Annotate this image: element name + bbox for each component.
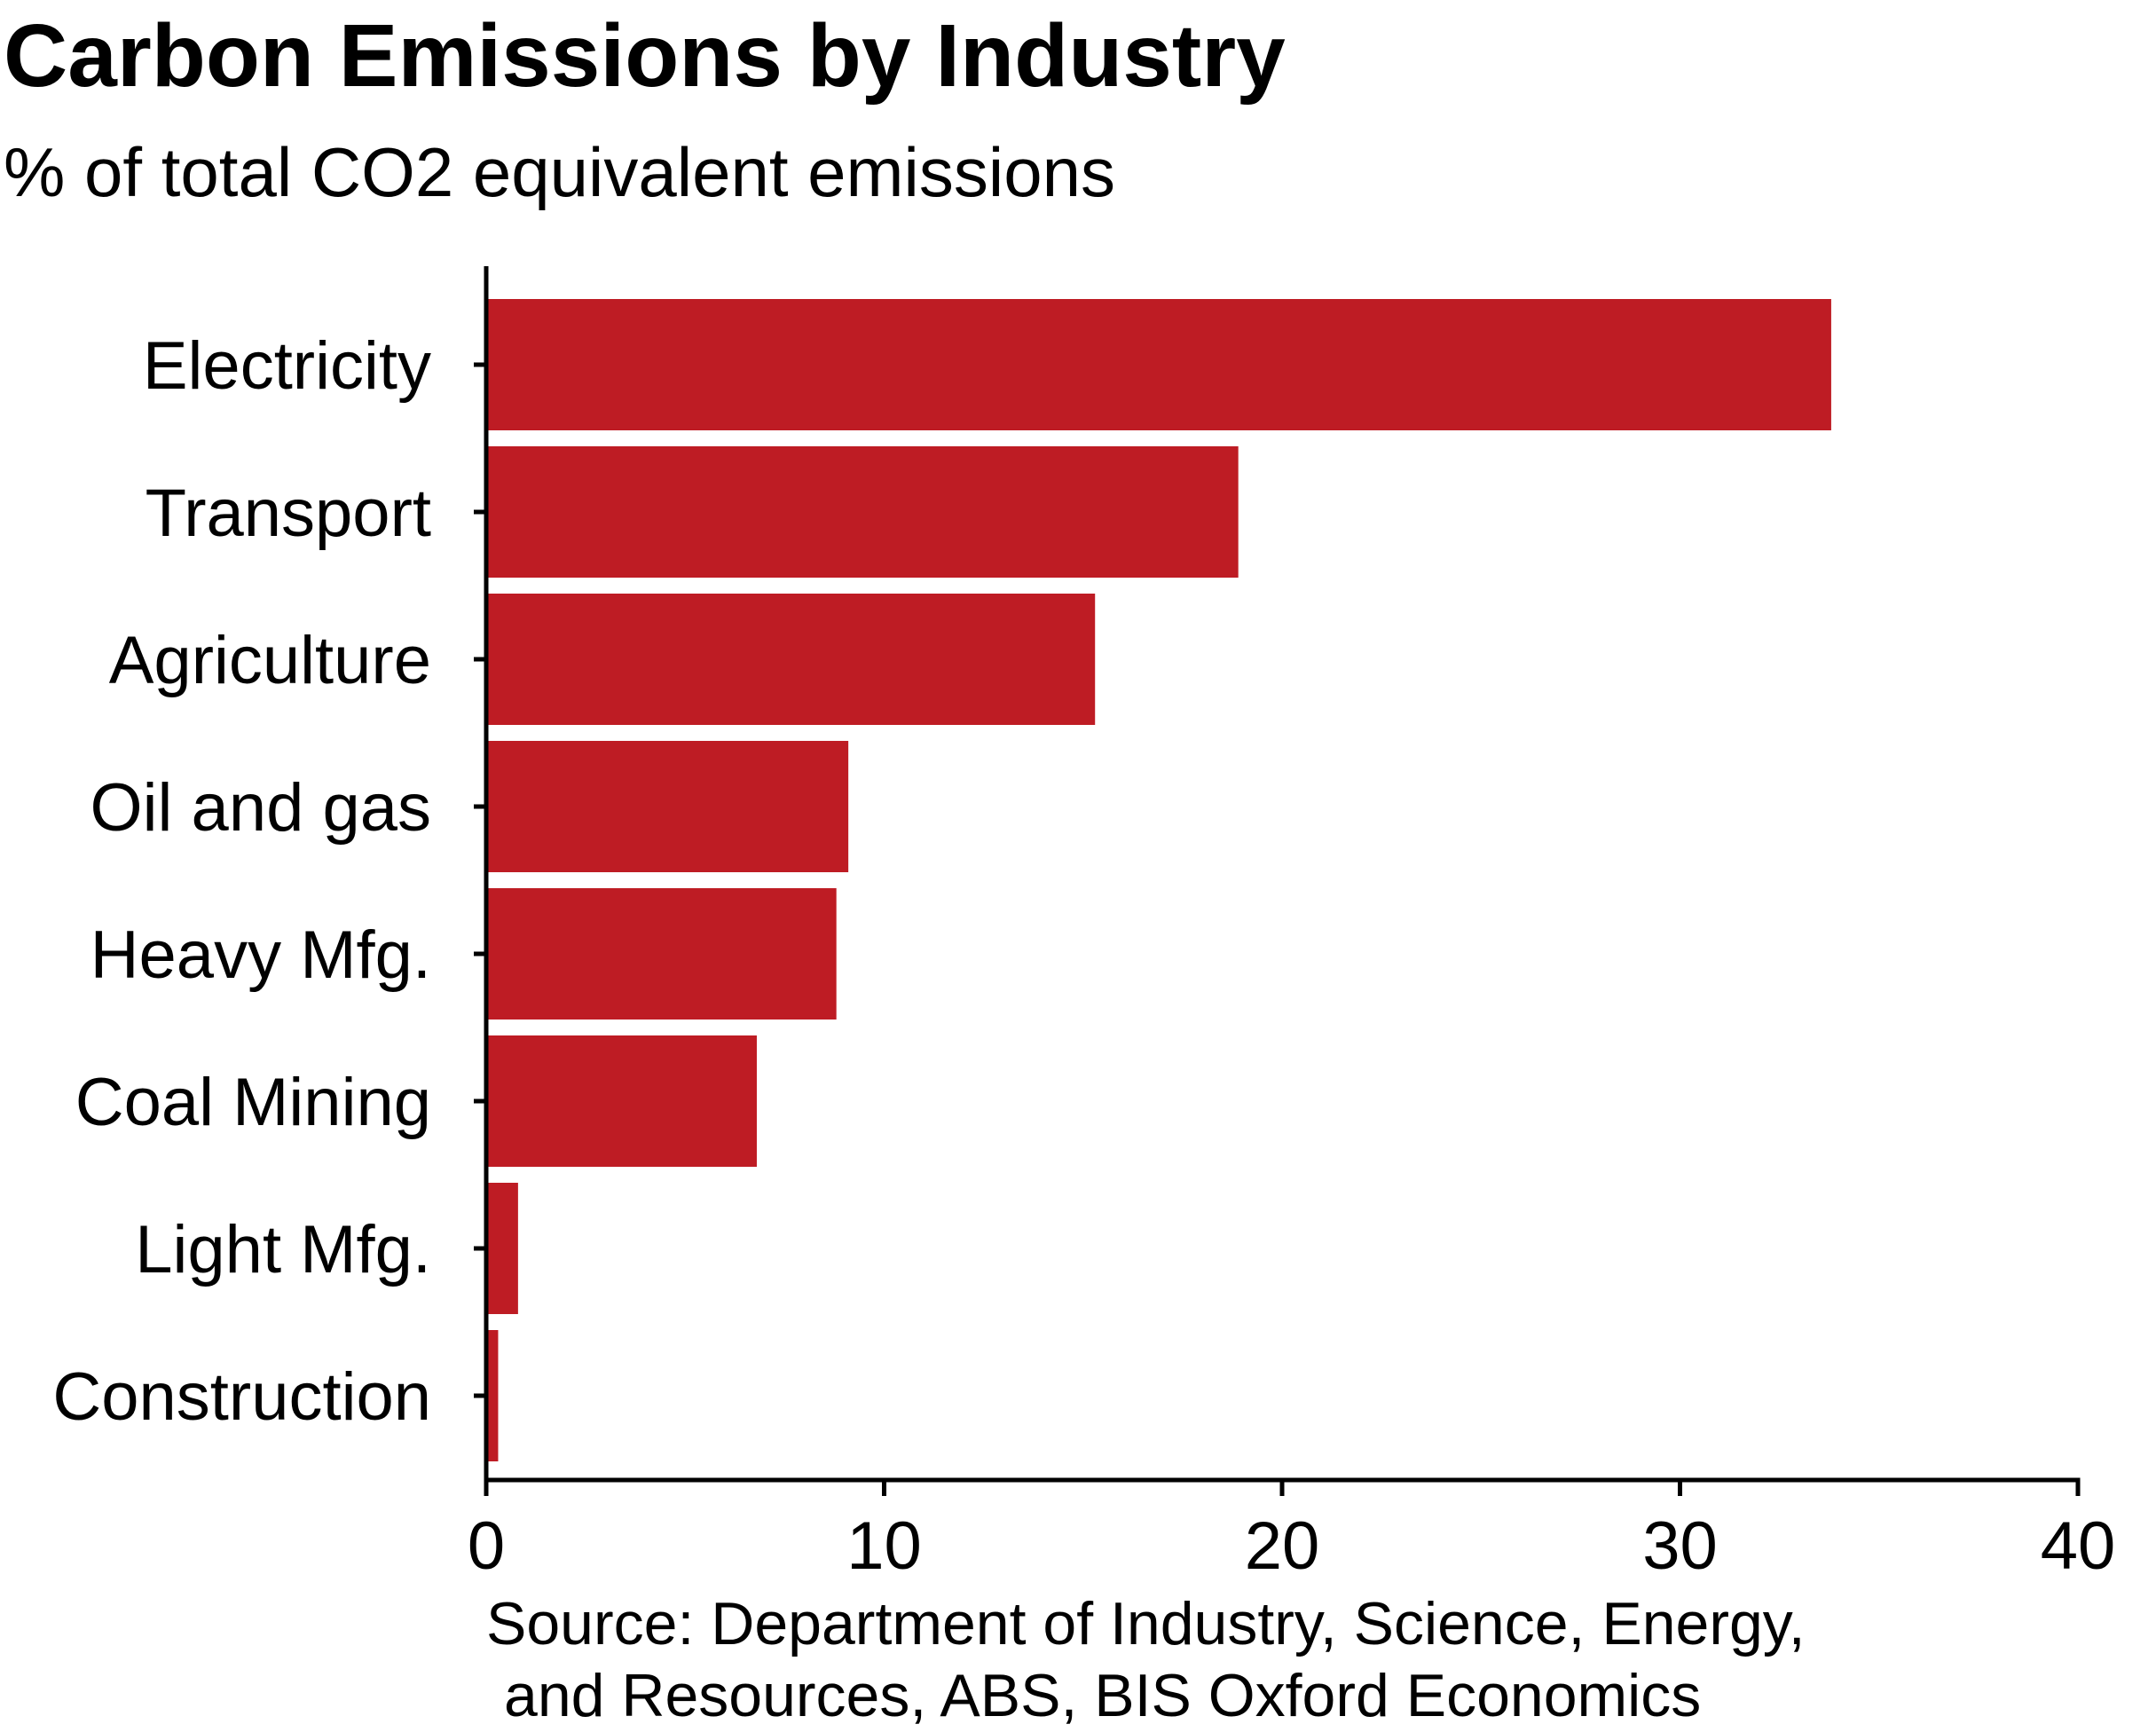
chart-title: Carbon Emissions by Industry bbox=[4, 6, 1286, 106]
y-label-coal-mining: Coal Mining bbox=[75, 1065, 431, 1140]
bar-agriculture bbox=[486, 594, 1096, 725]
x-label-20: 20 bbox=[1245, 1508, 1320, 1584]
bar-coal-mining bbox=[486, 1035, 757, 1167]
bar-electricity bbox=[486, 299, 1831, 430]
y-label-heavy-mfg: Heavy Mfg. bbox=[90, 917, 431, 993]
x-ticks: 0 10 20 30 40 bbox=[468, 1480, 2115, 1584]
y-tick-labels: Electricity Transport Agriculture Oil and g… bbox=[52, 328, 486, 1435]
bar-heavy-mfg bbox=[486, 888, 837, 1020]
x-label-30: 30 bbox=[1642, 1508, 1718, 1584]
y-label-electricity: Electricity bbox=[143, 328, 431, 404]
source-note: Source: Department of Industry, Science,… bbox=[486, 1588, 1806, 1732]
source-line-1: Source: Department of Industry, Science,… bbox=[486, 1590, 1806, 1657]
y-label-construction: Construction bbox=[52, 1359, 431, 1435]
bar-light-mfg bbox=[486, 1183, 518, 1314]
chart-subtitle: % of total CO2 equivalent emissions bbox=[4, 133, 1115, 211]
source-line-2: and Resources, ABS, BIS Oxford Economics bbox=[504, 1662, 1702, 1729]
y-label-light-mfg: Light Mfg. bbox=[135, 1212, 431, 1287]
y-label-transport: Transport bbox=[146, 476, 431, 551]
bar-oil-and-gas bbox=[486, 741, 849, 872]
bars-group bbox=[486, 299, 1831, 1461]
x-label-40: 40 bbox=[2041, 1508, 2116, 1584]
y-label-agriculture: Agriculture bbox=[109, 623, 431, 698]
bar-construction bbox=[486, 1330, 499, 1461]
x-label-0: 0 bbox=[468, 1508, 505, 1584]
x-label-10: 10 bbox=[846, 1508, 922, 1584]
bar-transport bbox=[486, 446, 1239, 578]
y-label-oil-and-gas: Oil and gas bbox=[90, 770, 431, 846]
